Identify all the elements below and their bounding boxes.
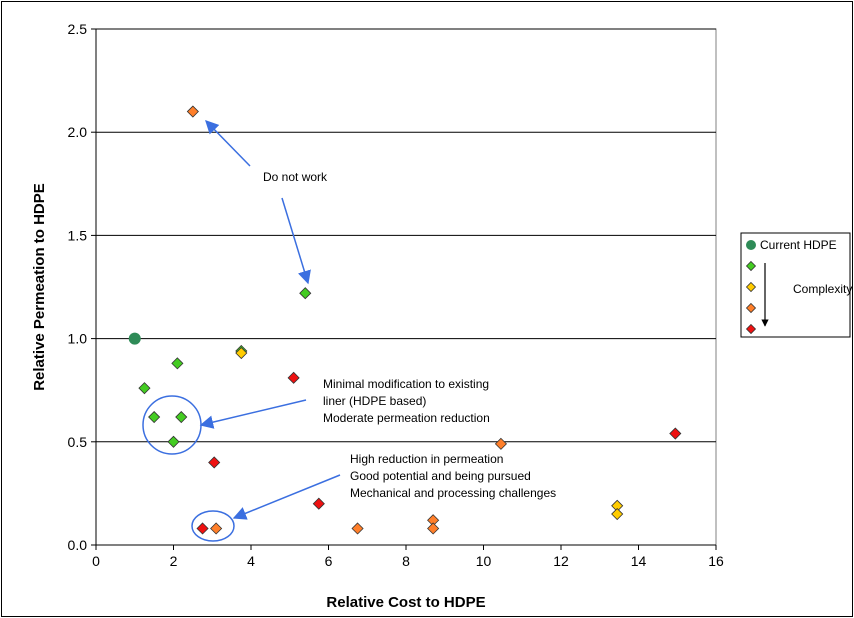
legend-label-current-hdpe: Current HDPE bbox=[760, 238, 837, 252]
legend-complexity-label: Complexity bbox=[793, 282, 852, 296]
data-point bbox=[196, 522, 209, 535]
x-tick-label: 8 bbox=[402, 553, 410, 569]
x-tick-label: 10 bbox=[476, 553, 492, 569]
y-tick-label: 0.5 bbox=[68, 434, 88, 450]
annotation-line: High reduction in permeation bbox=[350, 452, 503, 466]
tick-labels: 0.0 0.5 1.0 1.5 2.0 2.5 0 2 4 6 8 10 12 14 16 bbox=[68, 21, 724, 569]
annotation-line: liner (HDPE based) bbox=[323, 394, 426, 408]
gridlines bbox=[96, 28, 716, 443]
plot-area bbox=[95, 28, 717, 546]
x-tick-label: 0 bbox=[92, 553, 100, 569]
data-point bbox=[669, 427, 682, 440]
data-point bbox=[299, 287, 312, 300]
y-tick-label: 1.5 bbox=[68, 227, 88, 243]
legend-marker bbox=[745, 302, 757, 314]
axes bbox=[91, 28, 717, 550]
minimal-mod-arrow bbox=[199, 399, 307, 429]
x-tick-label: 12 bbox=[553, 553, 569, 569]
data-point bbox=[186, 105, 199, 118]
y-tick-label: 2.5 bbox=[68, 21, 88, 37]
data-point bbox=[175, 410, 188, 424]
legend-box bbox=[740, 232, 851, 338]
do-not-work-arrow-up bbox=[205, 120, 251, 167]
x-tick-label: 4 bbox=[247, 553, 255, 569]
x-tick-label: 2 bbox=[170, 553, 178, 569]
data-point bbox=[427, 522, 440, 535]
legend: Current HDPE Complexity bbox=[740, 232, 852, 338]
data-point bbox=[287, 371, 300, 384]
data-point bbox=[210, 522, 223, 535]
legend-marker bbox=[745, 323, 757, 335]
data-point bbox=[494, 437, 508, 450]
legend-marker bbox=[745, 260, 757, 272]
annotation-do-not-work: Do not work bbox=[263, 170, 328, 184]
y-tick-label: 2.0 bbox=[68, 124, 88, 140]
annotation-line: Moderate permeation reduction bbox=[323, 411, 490, 425]
annotation-line: Minimal modification to existing bbox=[323, 377, 489, 391]
legend-marker bbox=[746, 240, 756, 250]
legend-marker bbox=[745, 281, 757, 293]
y-tick-label: 0.0 bbox=[68, 537, 88, 553]
legend-markers bbox=[745, 240, 757, 335]
data-point bbox=[171, 357, 184, 370]
high-reduction-ellipse bbox=[191, 510, 235, 542]
annotation-line: Good potential and being pursued bbox=[350, 469, 531, 483]
annotation-high-reduction: High reduction in permeation Good potent… bbox=[350, 452, 556, 500]
annotation-line: Mechanical and processing challenges bbox=[350, 486, 556, 500]
data-point bbox=[312, 497, 325, 510]
x-tick-label: 16 bbox=[708, 553, 724, 569]
data-point bbox=[138, 382, 151, 395]
annotation-line: Do not work bbox=[263, 170, 328, 184]
data-points bbox=[128, 105, 682, 535]
data-point bbox=[351, 522, 364, 535]
data-point bbox=[128, 332, 141, 345]
data-point bbox=[167, 435, 180, 448]
data-point bbox=[208, 456, 221, 469]
data-point bbox=[148, 410, 161, 424]
data-point bbox=[235, 346, 248, 360]
do-not-work-arrow-down bbox=[281, 197, 311, 285]
x-axis-label: Relative Cost to HDPE bbox=[326, 594, 485, 611]
x-tick-label: 14 bbox=[631, 553, 647, 569]
annotation-minimal-mod: Minimal modification to existing liner (… bbox=[323, 377, 492, 425]
y-axis-label: Relative Permeation to HDPE bbox=[31, 183, 48, 391]
y-tick-label: 1.0 bbox=[68, 331, 88, 347]
high-reduction-arrow bbox=[232, 474, 341, 520]
data-point bbox=[611, 507, 624, 521]
x-tick-label: 6 bbox=[325, 553, 333, 569]
